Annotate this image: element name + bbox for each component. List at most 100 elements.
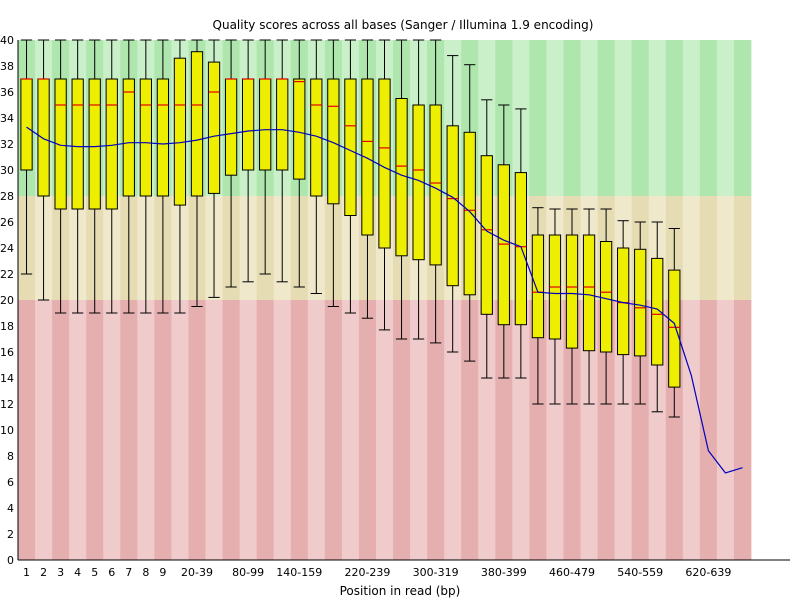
x-tick-labels: 1 2 3 4 5 6 7 8 9 20-39 80-99 140-159 220-239 300-319… bbox=[23, 566, 731, 579]
box-iqr bbox=[582, 234, 596, 352]
box-iqr bbox=[242, 78, 255, 171]
zone-poor-stripe bbox=[427, 300, 445, 560]
y-tick-label: 10 bbox=[0, 424, 14, 437]
y-tick-label: 14 bbox=[0, 372, 14, 385]
zone-good-stripe bbox=[563, 40, 581, 196]
zone-poor-stripe bbox=[120, 300, 138, 560]
box-iqr bbox=[514, 172, 527, 326]
y-tick-label: 16 bbox=[0, 346, 14, 359]
zone-good-stripe bbox=[597, 40, 616, 196]
zone-poor-stripe bbox=[580, 300, 598, 560]
x-tick-label: 380-399 bbox=[481, 566, 527, 579]
x-tick-label: 460-479 bbox=[549, 566, 595, 579]
y-tick-label: 32 bbox=[0, 138, 14, 151]
y-tick-label: 26 bbox=[0, 216, 14, 229]
zone-good-stripe bbox=[529, 40, 547, 196]
x-tick-label: 8 bbox=[142, 566, 149, 579]
box-iqr bbox=[429, 104, 442, 266]
zone-poor-stripe bbox=[444, 300, 462, 560]
zone-poor-stripe bbox=[307, 300, 326, 560]
zone-poor-stripe bbox=[410, 300, 428, 560]
y-tick-label: 24 bbox=[0, 242, 14, 255]
x-axis-label: Position in read (bp) bbox=[340, 584, 461, 598]
zone-poor-stripe bbox=[341, 300, 360, 560]
zone-good-stripe bbox=[631, 40, 650, 196]
zone-poor-stripe bbox=[290, 300, 309, 560]
zone-poor-stripe bbox=[682, 300, 701, 560]
y-tick-label: 36 bbox=[0, 86, 14, 99]
zone-poor-stripe bbox=[529, 300, 547, 560]
zone-good-stripe bbox=[716, 40, 735, 196]
zone-good-stripe bbox=[648, 40, 667, 196]
box-iqr bbox=[651, 257, 664, 366]
y-tick-label: 38 bbox=[0, 60, 14, 73]
zone-poor-stripe bbox=[478, 300, 496, 560]
box-iqr bbox=[480, 155, 493, 315]
mean-line bbox=[26, 126, 743, 474]
box-iqr bbox=[361, 78, 374, 236]
box-iqr bbox=[463, 131, 476, 296]
x-tick-label: 540-559 bbox=[617, 566, 663, 579]
y-tick-label: 12 bbox=[0, 398, 14, 411]
x-tick-label: 5 bbox=[91, 566, 98, 579]
zone-poor-stripe bbox=[614, 300, 633, 560]
box-iqr bbox=[276, 78, 289, 171]
box-iqr bbox=[446, 125, 459, 287]
box-iqr bbox=[497, 164, 510, 326]
y-tick-label: 8 bbox=[7, 450, 14, 463]
zone-good-stripe bbox=[614, 40, 633, 196]
zone-reasonable-stripe bbox=[716, 196, 735, 300]
zone-good-stripe bbox=[546, 40, 564, 196]
x-tick-label: 300-319 bbox=[413, 566, 459, 579]
chart-title: Quality scores across all bases (Sanger … bbox=[213, 18, 594, 32]
y-tick-label: 28 bbox=[0, 190, 14, 203]
zone-poor-stripe bbox=[716, 300, 735, 560]
x-tick-label: 20-39 bbox=[181, 566, 213, 579]
box-iqr bbox=[395, 98, 408, 257]
zone-poor-stripe bbox=[273, 300, 292, 560]
box-iqr bbox=[634, 248, 647, 357]
zone-poor-stripe bbox=[631, 300, 650, 560]
box-iqr bbox=[71, 78, 84, 210]
x-tick-label: 220-239 bbox=[344, 566, 390, 579]
x-tick-label: 1 bbox=[23, 566, 30, 579]
y-tick-label: 6 bbox=[7, 476, 14, 489]
zone-poor-stripe bbox=[699, 300, 718, 560]
box-iqr bbox=[20, 78, 33, 171]
y-tick-label: 4 bbox=[7, 502, 14, 515]
zone-poor-stripe bbox=[256, 300, 275, 560]
x-tick-label: 3 bbox=[57, 566, 64, 579]
y-tick-label: 18 bbox=[0, 320, 14, 333]
zone-good-stripe bbox=[699, 40, 718, 196]
box-iqr bbox=[293, 78, 306, 180]
zone-poor-stripe bbox=[137, 300, 155, 560]
zone-poor-stripe bbox=[358, 300, 377, 560]
box-iqr bbox=[565, 234, 579, 349]
x-tick-label: 2 bbox=[40, 566, 47, 579]
zone-poor-stripe bbox=[52, 300, 70, 560]
zone-poor-stripe bbox=[239, 300, 258, 560]
box-iqr bbox=[54, 78, 67, 210]
box-iqr bbox=[599, 241, 613, 353]
zone-poor-stripe bbox=[324, 300, 343, 560]
zone-poor-stripe bbox=[205, 300, 223, 560]
x-tick-label: 620-639 bbox=[685, 566, 731, 579]
box-iqr bbox=[105, 78, 118, 210]
zone-good-stripe bbox=[665, 40, 684, 196]
box-iqr bbox=[531, 234, 545, 339]
box-iqr bbox=[139, 78, 152, 197]
x-tick-label: 6 bbox=[108, 566, 115, 579]
zone-poor-stripe bbox=[393, 300, 411, 560]
x-tick-label: 7 bbox=[125, 566, 132, 579]
zone-poor-stripe bbox=[461, 300, 479, 560]
zone-poor-stripe bbox=[546, 300, 564, 560]
y-tick-label: 22 bbox=[0, 268, 14, 281]
zone-poor-stripe bbox=[597, 300, 616, 560]
y-tick-label: 2 bbox=[7, 528, 14, 541]
box-iqr bbox=[378, 78, 391, 249]
box-iqr bbox=[207, 61, 221, 194]
zone-poor-stripe bbox=[154, 300, 172, 560]
x-tick-label: 140-159 bbox=[276, 566, 322, 579]
